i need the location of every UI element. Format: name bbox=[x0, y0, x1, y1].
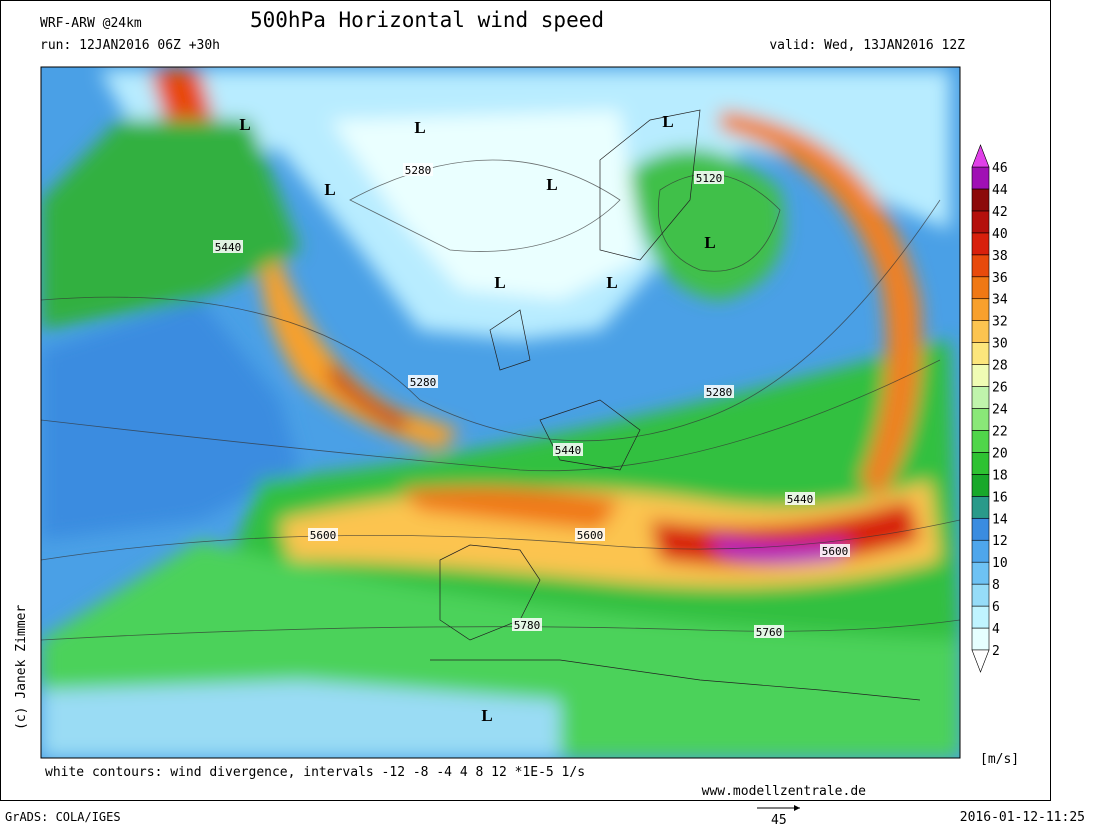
colorbar-swatch bbox=[971, 166, 990, 190]
contour-label: 5440 bbox=[787, 493, 814, 506]
colorbar-swatch bbox=[971, 408, 990, 431]
low-label: L bbox=[239, 115, 250, 134]
low-label: L bbox=[481, 706, 492, 725]
colorbar-label: 40 bbox=[992, 227, 1008, 242]
colorbar-label: 20 bbox=[992, 446, 1008, 461]
contour-label: 5280 bbox=[410, 376, 437, 389]
colorbar-swatch bbox=[971, 583, 990, 607]
colorbar-label: 8 bbox=[992, 578, 1000, 593]
contour-label: 5780 bbox=[514, 619, 541, 632]
colorbar-swatch bbox=[971, 474, 990, 497]
contour-label-box bbox=[694, 171, 724, 184]
colorbar-swatch bbox=[971, 430, 990, 453]
colorbar-label: 38 bbox=[992, 249, 1008, 264]
contour-label: 5440 bbox=[555, 444, 582, 457]
colorbar-label: 46 bbox=[992, 161, 1008, 176]
website: www.modellzentrale.de bbox=[702, 784, 867, 799]
contour-label-box bbox=[403, 163, 433, 176]
low-label: L bbox=[606, 273, 617, 292]
colorbar-label: 16 bbox=[992, 490, 1008, 505]
colorbar-label: 34 bbox=[992, 293, 1008, 308]
contour-label-box bbox=[575, 528, 605, 541]
colorbar-label: 22 bbox=[992, 424, 1008, 439]
software: GrADS: COLA/IGES bbox=[5, 810, 121, 824]
contour-label-box bbox=[213, 240, 243, 253]
colorbar-label: 42 bbox=[992, 205, 1008, 220]
contour-label-box bbox=[704, 385, 734, 398]
colorbar-swatch bbox=[971, 539, 990, 563]
low-label: L bbox=[494, 273, 505, 292]
valid: valid: Wed, 13JAN2016 12Z bbox=[769, 38, 965, 53]
colorbar-label: 30 bbox=[992, 337, 1008, 352]
map-frame bbox=[40, 66, 961, 759]
model: WRF-ARW @24km bbox=[40, 16, 142, 31]
colorbar-swatch bbox=[971, 320, 990, 343]
contour-label: 5120 bbox=[696, 172, 723, 185]
colorbar-label: 4 bbox=[992, 622, 1000, 637]
colorbar-swatch bbox=[971, 298, 990, 321]
contour-label: 5440 bbox=[215, 241, 242, 254]
colorbar-label: 10 bbox=[992, 556, 1008, 571]
contour-label: 5280 bbox=[405, 164, 432, 177]
colorbar-swatch bbox=[971, 452, 990, 475]
low-label: L bbox=[704, 233, 715, 252]
note: white contours: wind divergence, interva… bbox=[45, 765, 585, 780]
low-label: L bbox=[662, 112, 673, 131]
contour-label: 5280 bbox=[706, 386, 733, 399]
colorbar-label: 32 bbox=[992, 315, 1008, 330]
low-label: L bbox=[546, 175, 557, 194]
colorbar-swatch bbox=[971, 605, 990, 629]
unit: [m/s] bbox=[980, 752, 1019, 767]
colorbar-swatch bbox=[971, 496, 990, 519]
contour-label-box bbox=[512, 618, 542, 631]
contour-label-box bbox=[785, 492, 815, 505]
colorbar-over bbox=[971, 144, 990, 168]
contour-label-box bbox=[754, 625, 784, 638]
colorbar-label: 6 bbox=[992, 600, 1000, 615]
run: run: 12JAN2016 06Z +30h bbox=[40, 38, 220, 53]
contour-label-box bbox=[820, 544, 850, 557]
contour-label: 5600 bbox=[577, 529, 604, 542]
colorbar-swatch bbox=[971, 276, 990, 300]
colorbar-label: 2 bbox=[992, 644, 1000, 659]
colorbar-swatch bbox=[971, 232, 990, 256]
colorbar-swatch bbox=[971, 561, 990, 585]
colorbar-label: 36 bbox=[992, 271, 1008, 286]
colorbar-swatch bbox=[971, 188, 990, 212]
contour-label-box bbox=[408, 375, 438, 388]
colorbar-swatch bbox=[971, 627, 990, 651]
contour-label-box bbox=[553, 443, 583, 456]
low-label: L bbox=[414, 118, 425, 137]
low-label: L bbox=[324, 180, 335, 199]
colorbar-label: 28 bbox=[992, 359, 1008, 374]
colorbar-under bbox=[971, 649, 990, 673]
colorbar-swatch bbox=[971, 386, 990, 409]
frame bbox=[0, 0, 1051, 801]
timestamp: 2016-01-12-11:25 bbox=[960, 810, 1085, 825]
colorbar-label: 24 bbox=[992, 403, 1008, 418]
colorbar-label: 14 bbox=[992, 512, 1008, 527]
contour-label-box bbox=[308, 528, 338, 541]
colorbar-swatch bbox=[971, 364, 990, 387]
title: 500hPa Horizontal wind speed bbox=[250, 8, 604, 32]
contour-label: 5600 bbox=[310, 529, 337, 542]
colorbar: 2468101214161820222426283032343638404244… bbox=[971, 144, 1008, 673]
colorbar-label: 26 bbox=[992, 381, 1008, 396]
copyright: (c) Janek Zimmer bbox=[14, 605, 29, 730]
colorbar-swatch bbox=[971, 517, 990, 541]
contour-label: 5600 bbox=[822, 545, 849, 558]
vector-scale: 45 bbox=[771, 813, 787, 825]
vector-scale-head bbox=[794, 805, 800, 811]
colorbar-label: 44 bbox=[992, 183, 1008, 198]
colorbar-swatch bbox=[971, 254, 990, 278]
colorbar-label: 12 bbox=[992, 534, 1008, 549]
map bbox=[41, 67, 960, 758]
colorbar-label: 18 bbox=[992, 468, 1008, 483]
contour-label: 5760 bbox=[756, 626, 783, 639]
colorbar-swatch bbox=[971, 342, 990, 365]
colorbar-swatch bbox=[971, 210, 990, 234]
